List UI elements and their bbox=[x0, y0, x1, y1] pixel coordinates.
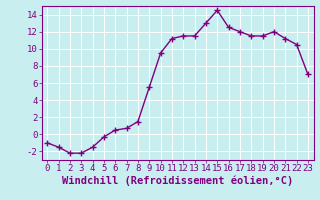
X-axis label: Windchill (Refroidissement éolien,°C): Windchill (Refroidissement éolien,°C) bbox=[62, 176, 293, 186]
